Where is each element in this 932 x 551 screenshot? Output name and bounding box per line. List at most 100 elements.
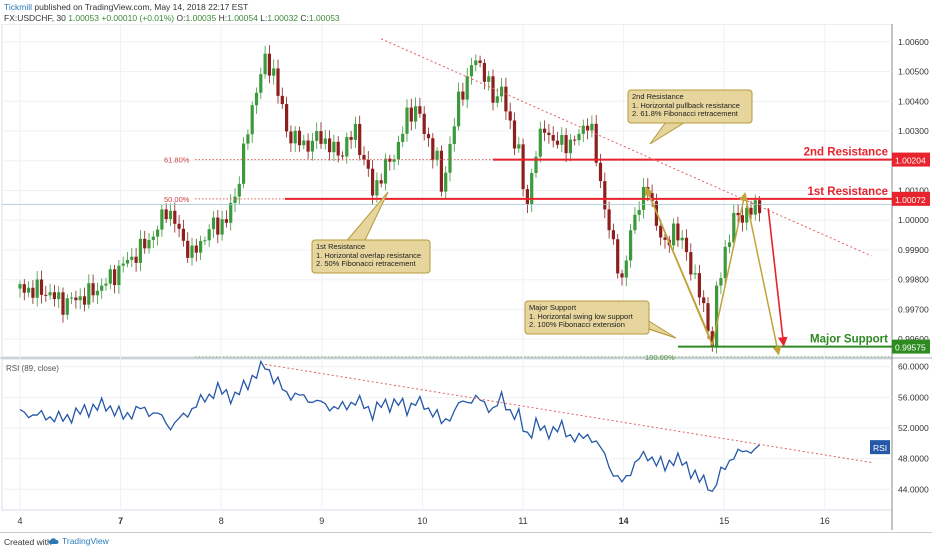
rsi-title: RSI (89, close) [6,364,59,373]
candle [452,126,456,145]
candle [426,133,431,139]
candle [504,86,508,112]
candle [130,256,134,260]
candle [379,180,383,184]
candle [448,144,452,173]
candle [663,237,667,240]
candle [500,86,504,97]
candle [598,162,603,182]
tradingview-brand[interactable]: TradingView [48,536,109,546]
candle [164,209,168,220]
close-price: 1.00053 [68,13,99,23]
x-tick-label: 14 [619,516,629,526]
price-tick-label: 0.99800 [898,275,929,285]
candle [186,240,190,258]
price-tick-label: 0.99600 [898,334,929,344]
candle [581,125,585,134]
candle [52,292,56,300]
candle [422,113,426,134]
candle [31,287,35,298]
candle [224,219,228,223]
close-value: 1.00053 [308,13,340,23]
candle [530,173,534,205]
candle [349,136,353,140]
candle [650,192,654,202]
candle [474,60,478,66]
chart-area[interactable]: 4 7 8 9 10 11 14 15 16 1.00600 1.00500 1.00400 1.003… [0,24,932,532]
candle [272,68,276,76]
candle [418,106,422,114]
callout-pointer [648,320,677,339]
candle [138,238,142,263]
rsi-panel [1,358,893,511]
candle [392,159,396,162]
candle [577,133,581,141]
candle [573,139,577,141]
candle [680,237,684,241]
candle [156,229,160,237]
candle [564,135,568,154]
callout-line: 2. 100% Fibonacci extension [529,320,625,329]
candle [267,53,271,76]
candle [482,62,486,82]
symbol-label: FX:USDCHF, 30 [4,13,66,23]
candle [603,181,607,210]
price-tick-label: 1.00300 [898,126,929,136]
candle [723,246,727,279]
candle [35,279,39,298]
candle [315,131,319,141]
x-tick-label: 10 [417,516,427,526]
price-level-name: 1st Resistance [807,186,888,198]
callout-title: 2nd Resistance [632,92,684,101]
author-link[interactable]: Tickmill [4,2,33,12]
candle [555,140,560,145]
candle [345,136,349,157]
price-tick-label: 1.00500 [898,67,929,77]
candle [753,200,757,215]
fib-arrow [744,193,782,356]
candle [113,269,117,286]
publish-line: Tickmill published on TradingView.com, M… [4,2,248,12]
candle [237,183,241,197]
candle [194,245,198,253]
price-trendline [380,38,872,257]
x-tick-label: 16 [820,516,830,526]
candle [358,123,362,156]
candle [353,123,357,140]
candle [405,107,409,134]
high-value: 1.00054 [227,13,258,23]
price-change: +0.00010 (+0.01%) [101,13,175,23]
candle [495,96,499,103]
ohlc-line: FX:USDCHF, 30 1.00053 +0.00010 (+0.01%) … [4,13,340,23]
candle [697,273,701,298]
candle [259,74,263,93]
tradingview-label: TradingView [62,536,109,546]
candle [280,95,284,105]
candle [388,158,392,162]
fib-arrow [645,187,712,340]
candle [297,130,302,146]
candle [710,331,714,348]
candle [100,285,104,291]
candle [586,125,590,131]
close-label: C: [300,13,309,23]
candle [168,210,173,220]
candle [525,189,529,205]
callout-line: 1. Horizontal pullback resistance [632,101,740,110]
candle [435,150,439,161]
low-label: L: [260,13,268,23]
candle [250,105,254,135]
callout-line: 1. Horizontal overlap resistance [316,251,421,260]
rsi-tick-label: 60.0000 [898,362,929,372]
rsi-badge [870,440,890,455]
candle [319,131,323,144]
candle [160,209,164,230]
rsi-badge-label: RSI [873,443,887,453]
candle [302,140,306,146]
candle [375,180,379,196]
candle [211,217,216,230]
candle [401,133,405,142]
candle [18,284,22,289]
